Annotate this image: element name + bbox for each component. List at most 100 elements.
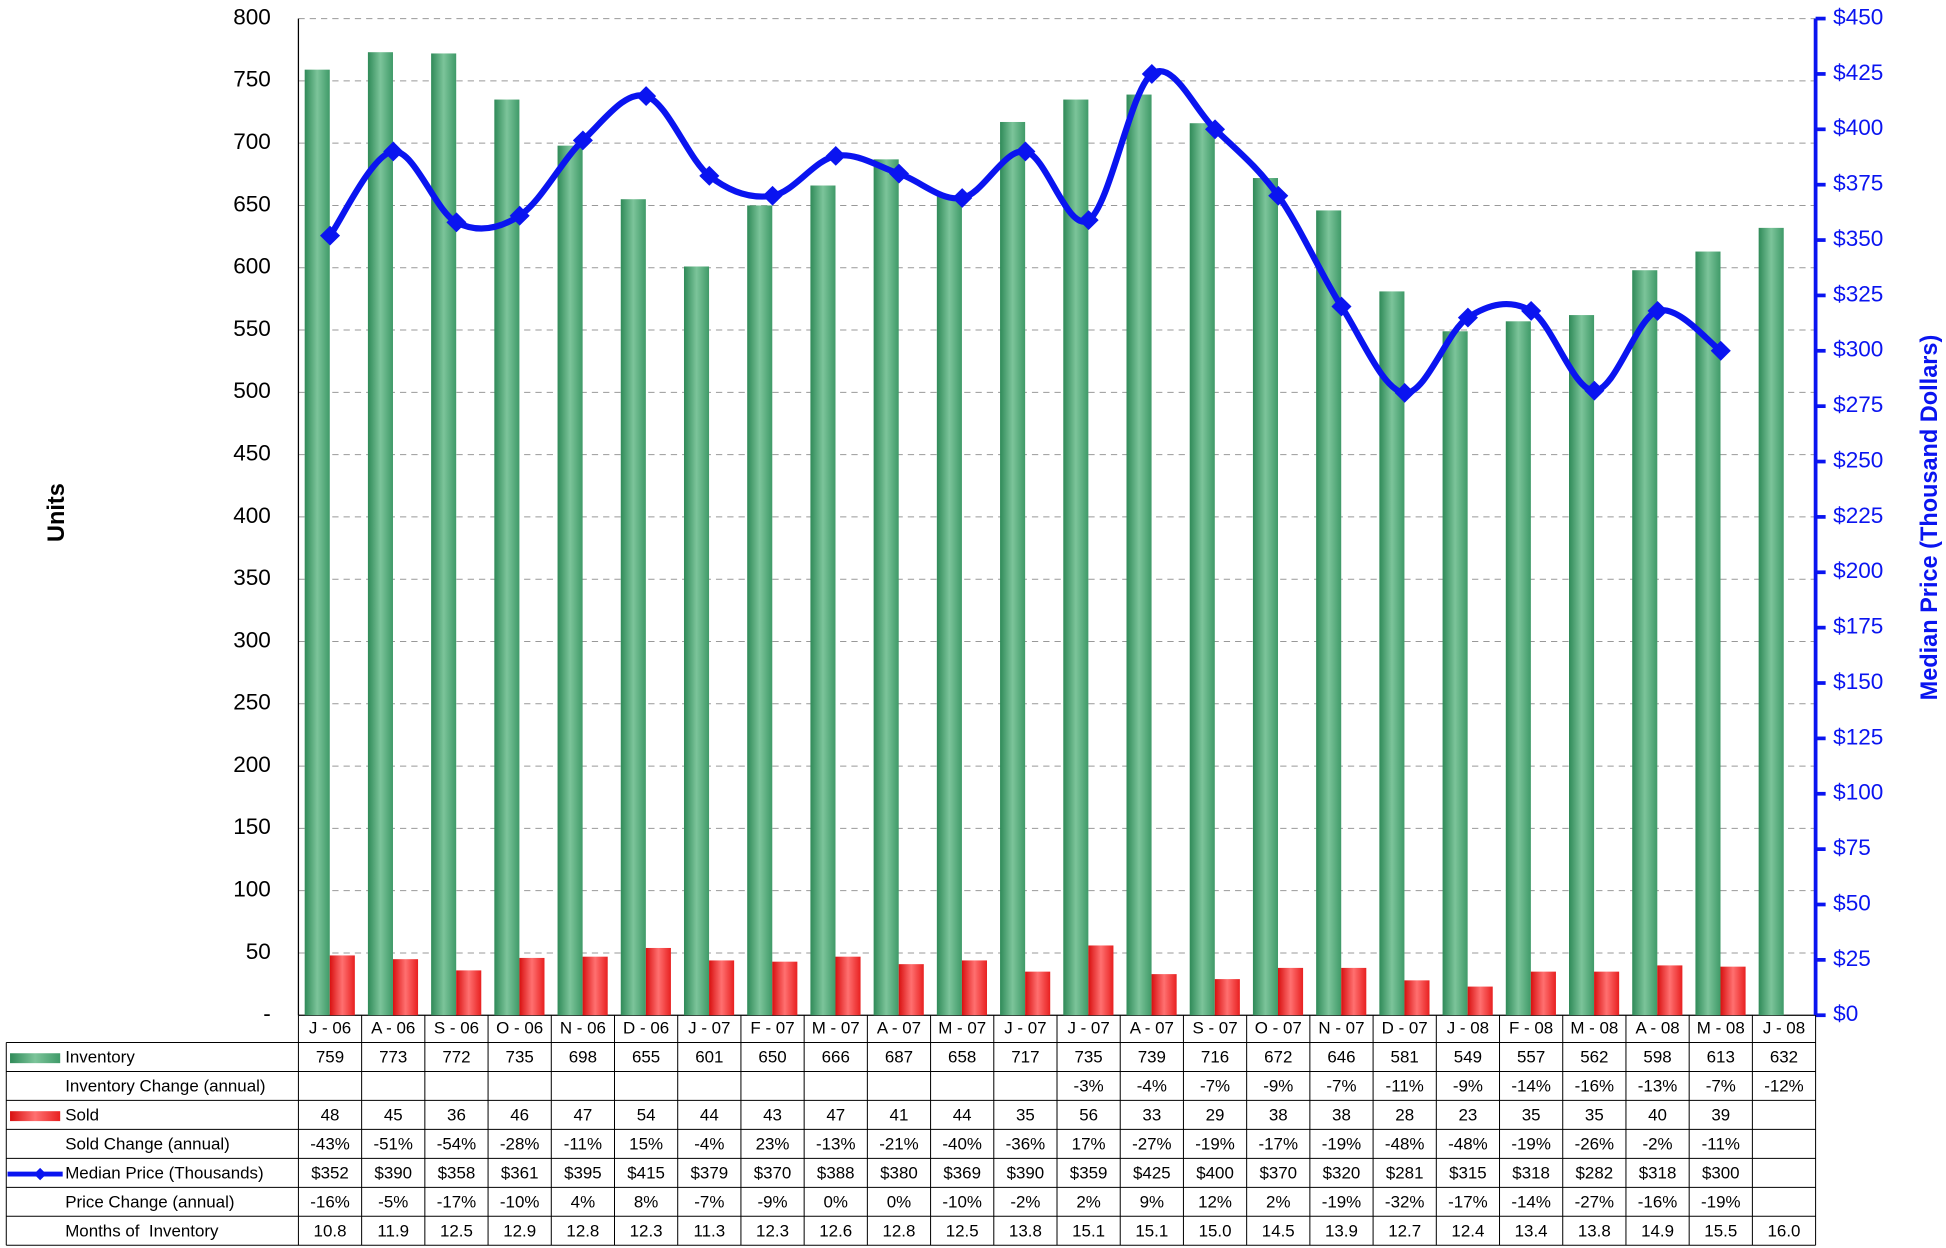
y2-tick-label: $0 bbox=[1833, 1001, 1858, 1026]
table-cell: $315 bbox=[1449, 1164, 1487, 1183]
bar bbox=[1467, 986, 1493, 1016]
table-cell: 14.5 bbox=[1262, 1222, 1295, 1241]
table-cell: 12.5 bbox=[440, 1222, 473, 1241]
table-cell: $390 bbox=[374, 1164, 412, 1183]
table-cell: 613 bbox=[1707, 1048, 1735, 1067]
price-marker bbox=[762, 185, 783, 206]
legend-label: Sold bbox=[65, 1106, 99, 1125]
table-cell: 16.0 bbox=[1768, 1222, 1801, 1241]
table-cell: -28% bbox=[500, 1135, 540, 1154]
y2-tick-label: $100 bbox=[1833, 780, 1883, 805]
table-cell: -17% bbox=[1448, 1193, 1488, 1212]
table-cell: 632 bbox=[1770, 1048, 1798, 1067]
table-cell: -19% bbox=[1511, 1135, 1551, 1154]
bar bbox=[392, 959, 419, 1016]
table-cell: -5% bbox=[378, 1193, 408, 1212]
table-cell: -2% bbox=[1010, 1193, 1040, 1212]
table-cell: 0% bbox=[887, 1193, 912, 1212]
bar bbox=[1252, 178, 1279, 1016]
legend-label: Median Price (Thousands) bbox=[65, 1164, 263, 1183]
bar bbox=[1594, 971, 1620, 1016]
table-cell: 14.9 bbox=[1641, 1222, 1674, 1241]
table-cell: 46 bbox=[510, 1106, 529, 1125]
table-cell: -21% bbox=[879, 1135, 919, 1154]
table-cell: 15.1 bbox=[1072, 1222, 1105, 1241]
x-tick-label: A - 08 bbox=[1635, 1018, 1679, 1037]
table-cell: $318 bbox=[1512, 1164, 1550, 1183]
table-cell: 646 bbox=[1327, 1048, 1355, 1067]
table-cell: 735 bbox=[506, 1048, 534, 1067]
table-cell: -54% bbox=[437, 1135, 477, 1154]
table-cell: -19% bbox=[1701, 1193, 1741, 1212]
table-cell: -13% bbox=[1638, 1077, 1678, 1096]
y-tick-label: 500 bbox=[233, 378, 271, 403]
x-tick-label: M - 07 bbox=[938, 1018, 986, 1037]
y2-tick-label: $50 bbox=[1833, 891, 1871, 916]
table-cell: 12.9 bbox=[503, 1222, 536, 1241]
bar bbox=[456, 970, 482, 1016]
x-tick-label: J - 08 bbox=[1763, 1018, 1805, 1037]
table-cell: -3% bbox=[1074, 1077, 1104, 1096]
table-cell: 12.3 bbox=[756, 1222, 789, 1241]
bar bbox=[747, 205, 773, 1016]
table-cell: 4% bbox=[571, 1193, 596, 1212]
table-cell: $358 bbox=[438, 1164, 476, 1183]
y2-tick-label: $375 bbox=[1833, 171, 1883, 196]
table-cell: -9% bbox=[1263, 1077, 1293, 1096]
y-tick-label: 100 bbox=[233, 877, 271, 902]
table-cell: 39 bbox=[1711, 1106, 1730, 1125]
bar bbox=[1088, 945, 1114, 1016]
table-cell: 2% bbox=[1076, 1193, 1101, 1212]
x-tick-label: D - 06 bbox=[623, 1018, 669, 1037]
bar bbox=[1657, 965, 1683, 1016]
price-marker bbox=[636, 86, 657, 106]
y2-tick-label: $25 bbox=[1833, 946, 1871, 971]
table-cell: 735 bbox=[1074, 1048, 1102, 1067]
table-cell: $352 bbox=[311, 1164, 349, 1183]
table-cell: -10% bbox=[500, 1193, 540, 1212]
table-cell: 12.4 bbox=[1451, 1222, 1484, 1241]
y-tick-label: 250 bbox=[233, 690, 271, 715]
x-tick-label: J - 07 bbox=[688, 1018, 730, 1037]
bar bbox=[367, 52, 393, 1016]
x-tick-label: F - 08 bbox=[1509, 1018, 1553, 1037]
x-tick-label: J - 07 bbox=[1067, 1018, 1109, 1037]
table-cell: -19% bbox=[1322, 1193, 1362, 1212]
table-cell: 557 bbox=[1517, 1048, 1545, 1067]
bar bbox=[1000, 121, 1026, 1016]
table-cell: $380 bbox=[880, 1164, 918, 1183]
table-cell: $281 bbox=[1386, 1164, 1424, 1183]
table-cell: -14% bbox=[1511, 1077, 1551, 1096]
table-cell: $400 bbox=[1196, 1164, 1234, 1183]
table-cell: -43% bbox=[310, 1135, 350, 1154]
table-cell: 0% bbox=[824, 1193, 849, 1212]
table-cell: 13.9 bbox=[1325, 1222, 1358, 1241]
table-cell: 41 bbox=[890, 1106, 909, 1125]
bar bbox=[936, 195, 962, 1016]
table-cell: $282 bbox=[1576, 1164, 1614, 1183]
table-cell: 598 bbox=[1643, 1048, 1671, 1067]
table-cell: 10.8 bbox=[314, 1222, 347, 1241]
table-cell: -16% bbox=[1575, 1077, 1615, 1096]
x-tick-label: O - 06 bbox=[496, 1018, 543, 1037]
table-cell: 40 bbox=[1648, 1106, 1667, 1125]
bar bbox=[810, 185, 836, 1016]
bar bbox=[582, 956, 608, 1016]
price-marker bbox=[1521, 301, 1542, 321]
table-cell: -17% bbox=[1259, 1135, 1299, 1154]
table-cell: 9% bbox=[1140, 1193, 1165, 1212]
bar bbox=[1063, 99, 1089, 1016]
table-cell: $370 bbox=[754, 1164, 792, 1183]
y-tick-label: 450 bbox=[233, 441, 271, 466]
price-marker bbox=[319, 225, 341, 246]
legend-swatch bbox=[10, 1111, 61, 1122]
table-cell: 48 bbox=[321, 1106, 340, 1125]
table-cell: 13.8 bbox=[1009, 1222, 1042, 1241]
y2-tick-label: $450 bbox=[1833, 5, 1883, 30]
y-axis-label: Units bbox=[44, 483, 70, 542]
price-marker bbox=[699, 165, 720, 186]
table-cell: 33 bbox=[1142, 1106, 1161, 1125]
table-cell: -10% bbox=[942, 1193, 982, 1212]
y-tick-label: - bbox=[263, 1001, 271, 1026]
